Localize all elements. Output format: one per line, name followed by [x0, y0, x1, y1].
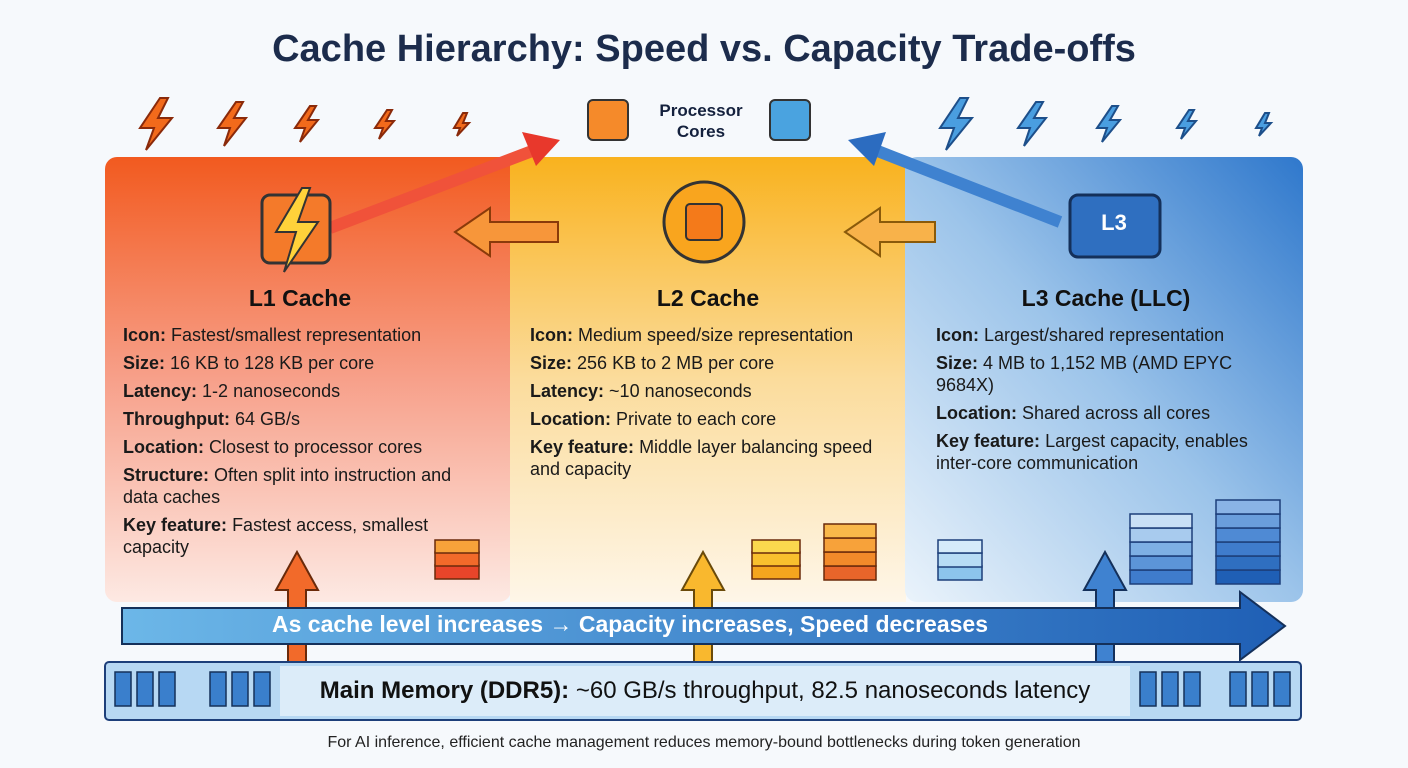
- item-label: Size:: [123, 353, 166, 373]
- item-label: Size:: [530, 353, 573, 373]
- item-label: Latency:: [123, 381, 198, 401]
- item-text: Fastest/smallest representation: [171, 325, 422, 345]
- panel-items: Icon: Medium speed/size representation Si…: [530, 324, 875, 486]
- item: Size: 256 KB to 2 MB per core: [530, 352, 875, 374]
- item-label: Icon:: [936, 325, 979, 345]
- item-text: 256 KB to 2 MB per core: [577, 353, 775, 373]
- item: Location: Shared across all cores: [936, 402, 1281, 424]
- footer: For AI inference, efficient cache manage…: [327, 734, 1081, 751]
- panel-items: Icon: Largest/shared representation Size:…: [936, 324, 1281, 480]
- item-label: Location:: [123, 437, 204, 457]
- item-label: Size:: [936, 353, 979, 373]
- item-text: Largest/shared representation: [984, 325, 1225, 345]
- item-label: Location:: [936, 403, 1017, 423]
- trend-text: As cache level increases → Capacity incr…: [272, 611, 988, 637]
- panel-title: L2 Cache: [656, 285, 760, 311]
- panel-title: L3 Cache (LLC): [1021, 285, 1191, 311]
- item: Latency: 1-2 nanoseconds: [123, 380, 468, 402]
- item-text: Private to each core: [616, 409, 777, 429]
- item-label: Key feature:: [936, 431, 1041, 451]
- item: Latency: ~10 nanoseconds: [530, 380, 875, 402]
- title: Cache Hierarchy: Speed vs. Capacity Trad…: [272, 28, 1136, 70]
- item-text: 1-2 nanoseconds: [202, 381, 341, 401]
- item-text: 64 GB/s: [234, 409, 301, 429]
- item-label: Structure:: [123, 465, 210, 485]
- item: Throughput: 64 GB/s: [123, 408, 468, 430]
- item: Location: Private to each core: [530, 408, 875, 430]
- item-label: Location:: [530, 409, 611, 429]
- item: Key feature: Fastest access, smallest ca…: [123, 514, 468, 558]
- panel-title: L1 Cache: [248, 285, 352, 311]
- item: Icon: Fastest/smallest representation: [123, 324, 468, 346]
- item-text: 4 MB to 1,152 MB (AMD EPYC 9684X): [936, 353, 1233, 395]
- item-label: Throughput:: [123, 409, 230, 429]
- item-label: Latency:: [530, 381, 605, 401]
- item-text: Middle layer balancing speed and capacit…: [530, 437, 873, 479]
- item: Key feature: Largest capacity, enables i…: [936, 430, 1281, 474]
- item-label: Key feature:: [123, 515, 228, 535]
- item-text: Largest capacity, enables inter-core com…: [936, 431, 1248, 473]
- item-text: 16 KB to 128 KB per core: [170, 353, 375, 373]
- memory: Main Memory (DDR5): ~60 GB/s throughput,…: [280, 677, 1130, 705]
- item-text: Fastest access, smallest capacity: [123, 515, 429, 557]
- processor-label: Processor Cores: [659, 101, 743, 141]
- item-text: Closest to processor cores: [209, 437, 423, 457]
- l3-icon-text: L3: [1101, 210, 1127, 235]
- item: Icon: Largest/shared representation: [936, 324, 1281, 346]
- item-label: Icon:: [530, 325, 573, 345]
- item: Key feature: Middle layer balancing spee…: [530, 436, 875, 480]
- item-text: Medium speed/size representation: [578, 325, 854, 345]
- item: Size: 16 KB to 128 KB per core: [123, 352, 468, 374]
- memory-text: ~60 GB/s throughput, 82.5 nanoseconds la…: [575, 677, 1091, 704]
- item-label: Icon:: [123, 325, 166, 345]
- memory-label: Main Memory (DDR5):: [319, 677, 570, 704]
- item: Location: Closest to processor cores: [123, 436, 468, 458]
- item-text: ~10 nanoseconds: [609, 381, 752, 401]
- item-label: Key feature:: [530, 437, 635, 457]
- panel-items: Icon: Fastest/smallest representation Siz…: [123, 324, 468, 564]
- item: Structure: Often split into instruction …: [123, 464, 468, 508]
- item: Icon: Medium speed/size representation: [530, 324, 875, 346]
- item-text: Often split into instruction and data ca…: [123, 465, 452, 507]
- item-text: Shared across all cores: [1022, 403, 1211, 423]
- item: Size: 4 MB to 1,152 MB (AMD EPYC 9684X): [936, 352, 1281, 396]
